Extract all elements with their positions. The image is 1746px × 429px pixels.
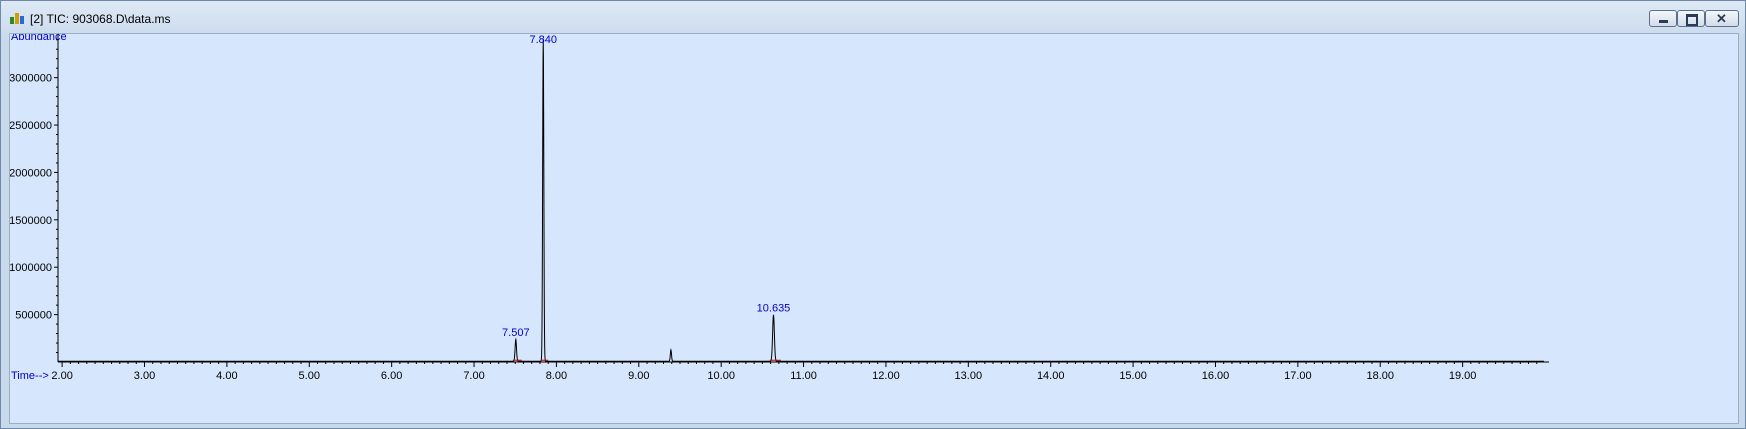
x-tick-label: 16.00 xyxy=(1202,370,1230,382)
tic-chart: Abundance Time--> 500000 1000000 1500000 20… xyxy=(10,34,1549,382)
x-tick-label: 5.00 xyxy=(299,370,320,382)
x-tick-label: 4.00 xyxy=(216,370,237,382)
y-tick-label: 500000 xyxy=(15,310,52,322)
x-tick-label: 9.00 xyxy=(628,370,649,382)
x-tick-label: 18.00 xyxy=(1366,370,1394,382)
x-tick-label: 8.00 xyxy=(546,370,567,382)
x-tick-label: 7.00 xyxy=(463,370,484,382)
y-axis-label: Abundance xyxy=(11,34,67,43)
x-tick-label: 14.00 xyxy=(1037,370,1065,382)
peak-label[interactable]: 10.635 xyxy=(757,303,791,315)
close-button[interactable]: ✕ xyxy=(1705,10,1739,27)
x-tick-label: 3.00 xyxy=(134,370,155,382)
y-tick-label: 1000000 xyxy=(10,262,52,274)
x-tick-label: 12.00 xyxy=(872,370,900,382)
y-tick-label: 1500000 xyxy=(10,215,52,227)
x-tick-label: 2.00 xyxy=(51,370,72,382)
y-tick-label: 2000000 xyxy=(10,167,52,179)
maximize-button[interactable] xyxy=(1677,10,1705,27)
close-icon: ✕ xyxy=(1716,11,1727,26)
minimize-icon xyxy=(1659,20,1668,23)
window-title: [2] TIC: 903068.D\data.ms xyxy=(30,12,171,26)
peak-label[interactable]: 7.840 xyxy=(529,34,557,46)
x-tick-label: 10.00 xyxy=(707,370,735,382)
y-tick-label: 3000000 xyxy=(10,73,52,85)
peak-label[interactable]: 7.507 xyxy=(502,327,530,339)
x-tick-label: 15.00 xyxy=(1119,370,1147,382)
chromatogram-app-icon xyxy=(10,13,24,24)
x-tick-label: 11.00 xyxy=(790,370,817,382)
x-tick-label: 19.00 xyxy=(1449,370,1477,382)
tic-trace-line xyxy=(58,38,1544,362)
x-tick-label: 17.00 xyxy=(1284,370,1312,382)
plot-area[interactable]: Abundance Time--> 500000 1000000 1500000 20… xyxy=(9,33,1739,424)
x-tick-label: 6.00 xyxy=(381,370,402,382)
x-tick-label: 13.00 xyxy=(955,370,983,382)
maximize-icon xyxy=(1686,14,1698,26)
title-bar[interactable]: [2] TIC: 903068.D\data.ms ✕ xyxy=(1,1,1745,33)
minimize-button[interactable] xyxy=(1649,10,1677,27)
y-tick-label: 2500000 xyxy=(10,120,52,132)
x-axis-label: Time--> xyxy=(11,370,49,382)
